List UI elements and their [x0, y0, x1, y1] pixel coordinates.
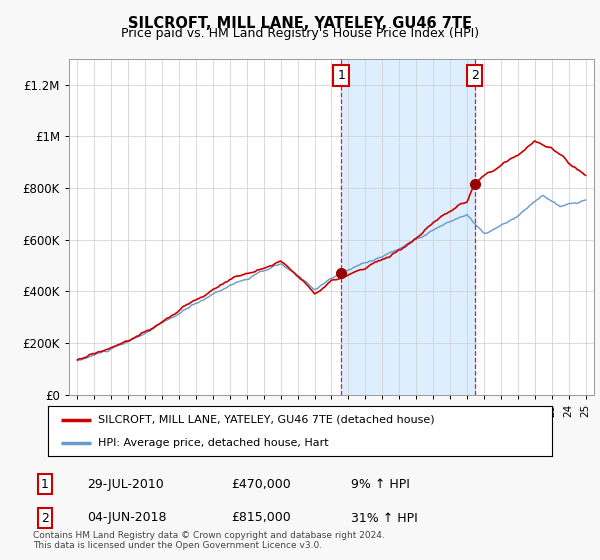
Text: Price paid vs. HM Land Registry's House Price Index (HPI): Price paid vs. HM Land Registry's House …: [121, 27, 479, 40]
Text: £470,000: £470,000: [231, 478, 291, 491]
Text: £815,000: £815,000: [231, 511, 291, 525]
Text: HPI: Average price, detached house, Hart: HPI: Average price, detached house, Hart: [98, 438, 329, 448]
Text: 04-JUN-2018: 04-JUN-2018: [87, 511, 167, 525]
Text: 29-JUL-2010: 29-JUL-2010: [87, 478, 164, 491]
Text: 1: 1: [41, 478, 49, 491]
Text: 2: 2: [41, 511, 49, 525]
Text: 9% ↑ HPI: 9% ↑ HPI: [351, 478, 410, 491]
Text: SILCROFT, MILL LANE, YATELEY, GU46 7TE: SILCROFT, MILL LANE, YATELEY, GU46 7TE: [128, 16, 472, 31]
Text: Contains HM Land Registry data © Crown copyright and database right 2024.
This d: Contains HM Land Registry data © Crown c…: [33, 530, 385, 550]
Text: SILCROFT, MILL LANE, YATELEY, GU46 7TE (detached house): SILCROFT, MILL LANE, YATELEY, GU46 7TE (…: [98, 414, 435, 424]
Text: 31% ↑ HPI: 31% ↑ HPI: [351, 511, 418, 525]
Text: 2: 2: [470, 69, 479, 82]
Bar: [341, 59, 475, 395]
Text: 1: 1: [337, 69, 345, 82]
